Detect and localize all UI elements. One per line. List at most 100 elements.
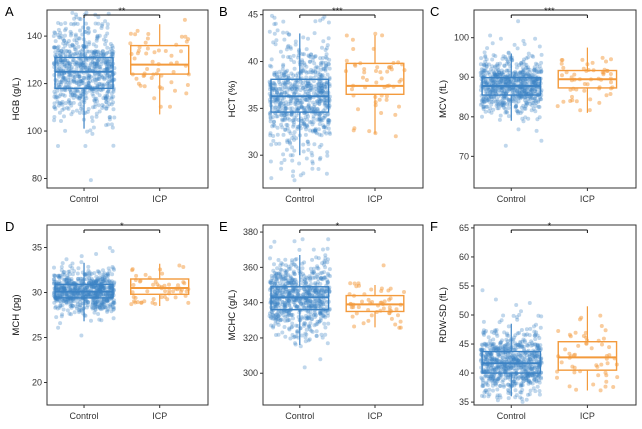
data-point (323, 55, 328, 60)
data-point (322, 129, 327, 134)
data-point (324, 289, 329, 294)
data-point (98, 278, 103, 283)
data-point (70, 43, 75, 48)
data-point (512, 42, 517, 47)
data-point (70, 10, 75, 15)
data-point (286, 80, 291, 84)
data-point (99, 307, 104, 312)
data-point (313, 66, 318, 71)
data-point (94, 66, 99, 71)
data-point (107, 79, 112, 84)
data-point (317, 101, 322, 106)
data-point (506, 88, 511, 93)
data-point (510, 88, 515, 93)
data-point (59, 285, 64, 290)
data-point (292, 286, 297, 291)
data-point (516, 365, 521, 370)
data-point (605, 361, 610, 366)
data-point (315, 301, 320, 306)
data-point (272, 281, 277, 286)
data-point (535, 384, 540, 389)
data-point (107, 74, 112, 79)
data-point (300, 96, 305, 101)
data-point (539, 52, 544, 57)
data-point (101, 305, 106, 310)
data-point (94, 52, 99, 57)
data-point (87, 29, 91, 34)
data-point (278, 82, 283, 87)
data-point (323, 106, 328, 111)
data-point (323, 60, 328, 65)
data-point (72, 45, 77, 49)
data-point (66, 75, 71, 79)
data-point (532, 68, 537, 73)
data-point (495, 61, 500, 66)
data-point (103, 19, 108, 24)
data-point (276, 305, 281, 310)
data-point (328, 274, 332, 279)
data-point (501, 103, 506, 108)
data-point (308, 55, 313, 59)
data-point (524, 77, 529, 82)
data-point (151, 282, 156, 287)
data-point (66, 276, 71, 281)
data-point (350, 87, 354, 92)
y-axis-title: MCHC (g/L) (227, 290, 238, 341)
data-point (271, 122, 276, 127)
y-tick-label: 40 (459, 368, 469, 378)
data-point (300, 237, 305, 242)
data-point (81, 66, 86, 71)
data-point (530, 77, 535, 82)
points-icp (347, 263, 406, 330)
data-point (62, 62, 67, 67)
data-point (292, 271, 297, 276)
data-point (104, 123, 109, 128)
data-point (500, 101, 505, 106)
data-point (84, 96, 89, 101)
data-point (300, 80, 305, 85)
data-point (518, 70, 523, 75)
data-point (524, 102, 529, 107)
data-point (171, 70, 176, 74)
data-point (296, 107, 301, 112)
data-point (102, 37, 106, 42)
data-point (85, 299, 90, 304)
data-point (500, 379, 505, 384)
data-point (90, 278, 95, 283)
data-point (294, 86, 299, 91)
data-point (522, 88, 527, 93)
data-point (281, 287, 286, 292)
data-point (71, 22, 76, 27)
y-tick-label: 30 (248, 150, 258, 160)
data-point (275, 290, 280, 295)
data-point (570, 98, 575, 103)
data-point (500, 70, 504, 75)
data-point (300, 315, 305, 320)
data-point (495, 86, 500, 91)
data-point (272, 123, 277, 128)
data-point (524, 65, 529, 70)
data-point (303, 105, 308, 110)
data-point (71, 79, 76, 84)
data-point (311, 313, 316, 318)
data-point (138, 279, 142, 284)
data-point (387, 297, 392, 302)
data-point (67, 81, 72, 86)
data-point (66, 60, 71, 65)
data-point (518, 70, 523, 75)
box-icp (130, 263, 190, 306)
data-point (493, 64, 498, 69)
data-point (309, 67, 314, 72)
data-point (483, 109, 488, 114)
data-point (504, 90, 509, 95)
data-point (91, 294, 96, 299)
data-point (521, 103, 526, 108)
data-point (526, 392, 530, 397)
data-point (483, 89, 488, 94)
data-point (526, 72, 531, 77)
data-point (398, 325, 403, 330)
data-point (308, 105, 313, 110)
data-point (315, 82, 320, 87)
data-point (285, 68, 290, 73)
data-point (93, 299, 98, 304)
